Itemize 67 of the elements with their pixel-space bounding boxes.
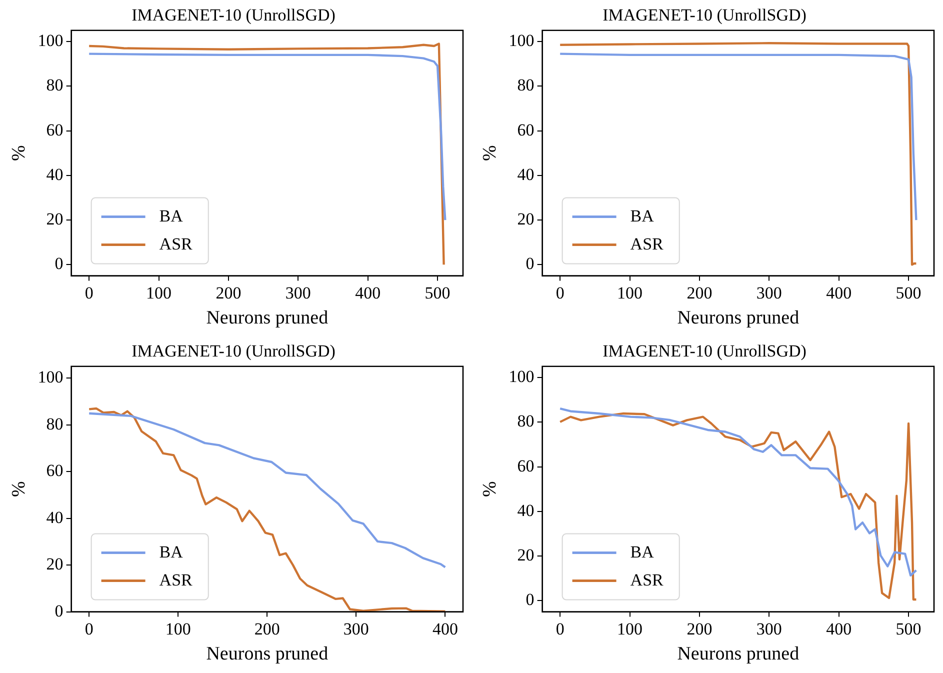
y-tick-label: 80 <box>46 76 64 95</box>
x-tick-label: 0 <box>84 283 94 302</box>
y-tick-label: 40 <box>517 500 534 520</box>
x-axis-title: Neurons pruned <box>206 644 329 665</box>
y-tick-label: 0 <box>54 254 64 274</box>
y-axis-title: % <box>479 145 500 162</box>
x-tick-label: 500 <box>896 283 922 302</box>
x-tick-label: 0 <box>556 283 564 302</box>
chart-title: IMAGENET-10 (UnrollSGD) <box>602 342 806 361</box>
legend-label: ASR <box>159 234 194 254</box>
x-axis-title: Neurons pruned <box>206 308 329 329</box>
y-tick-label: 0 <box>526 254 534 274</box>
y-tick-label: 100 <box>38 31 64 50</box>
x-tick-label: 300 <box>756 619 782 638</box>
legend-label: BA <box>159 542 184 562</box>
x-axis-title: Neurons pruned <box>677 308 800 329</box>
y-tick-label: 20 <box>46 554 64 574</box>
x-tick-label: 400 <box>826 619 852 638</box>
x-tick-label: 200 <box>686 283 712 302</box>
y-tick-label: 100 <box>38 368 64 387</box>
y-axis-title: % <box>8 481 30 498</box>
y-tick-label: 40 <box>46 508 64 527</box>
chart-title: IMAGENET-10 (UnrollSGD) <box>132 6 336 25</box>
x-tick-label: 200 <box>254 619 280 638</box>
y-tick-label: 60 <box>517 456 534 476</box>
legend-label: ASR <box>630 570 664 590</box>
y-axis-title: % <box>8 145 30 162</box>
y-tick-label: 20 <box>517 545 534 564</box>
x-tick-label: 400 <box>432 619 458 638</box>
x-tick-label: 300 <box>285 283 311 302</box>
y-tick-label: 20 <box>517 209 534 228</box>
y-tick-label: 0 <box>526 590 534 610</box>
y-tick-label: 80 <box>517 412 534 431</box>
y-tick-label: 100 <box>508 31 534 50</box>
x-tick-label: 100 <box>146 283 172 302</box>
x-tick-label: 200 <box>216 283 242 302</box>
y-tick-label: 40 <box>517 164 534 184</box>
legend-label: ASR <box>630 234 664 254</box>
x-tick-label: 100 <box>617 283 643 302</box>
x-tick-label: 300 <box>756 283 782 302</box>
y-tick-label: 60 <box>517 120 534 140</box>
y-tick-label: 100 <box>508 367 534 386</box>
x-axis-title: Neurons pruned <box>677 644 800 665</box>
x-tick-label: 100 <box>165 619 191 638</box>
legend-label: BA <box>159 206 184 226</box>
x-tick-label: 100 <box>617 619 643 638</box>
x-tick-label: 400 <box>355 283 381 302</box>
x-tick-label: 300 <box>343 619 369 638</box>
y-axis-title: % <box>479 481 500 498</box>
y-tick-label: 20 <box>46 209 64 228</box>
chart-title: IMAGENET-10 (UnrollSGD) <box>602 6 806 25</box>
y-tick-label: 80 <box>517 76 534 95</box>
y-tick-label: 0 <box>54 601 64 620</box>
chart-title: IMAGENET-10 (UnrollSGD) <box>132 342 336 361</box>
x-tick-label: 500 <box>896 619 922 638</box>
legend-label: ASR <box>159 570 194 590</box>
x-tick-label: 0 <box>556 619 564 638</box>
x-tick-label: 200 <box>686 619 712 638</box>
legend-label: BA <box>630 542 655 562</box>
x-tick-label: 0 <box>84 619 94 638</box>
x-tick-label: 400 <box>826 283 852 302</box>
legend-label: BA <box>630 206 655 226</box>
x-tick-label: 500 <box>424 283 450 302</box>
y-tick-label: 60 <box>46 461 64 480</box>
y-tick-label: 80 <box>46 414 64 434</box>
y-tick-label: 40 <box>46 164 64 184</box>
y-tick-label: 60 <box>46 120 64 140</box>
